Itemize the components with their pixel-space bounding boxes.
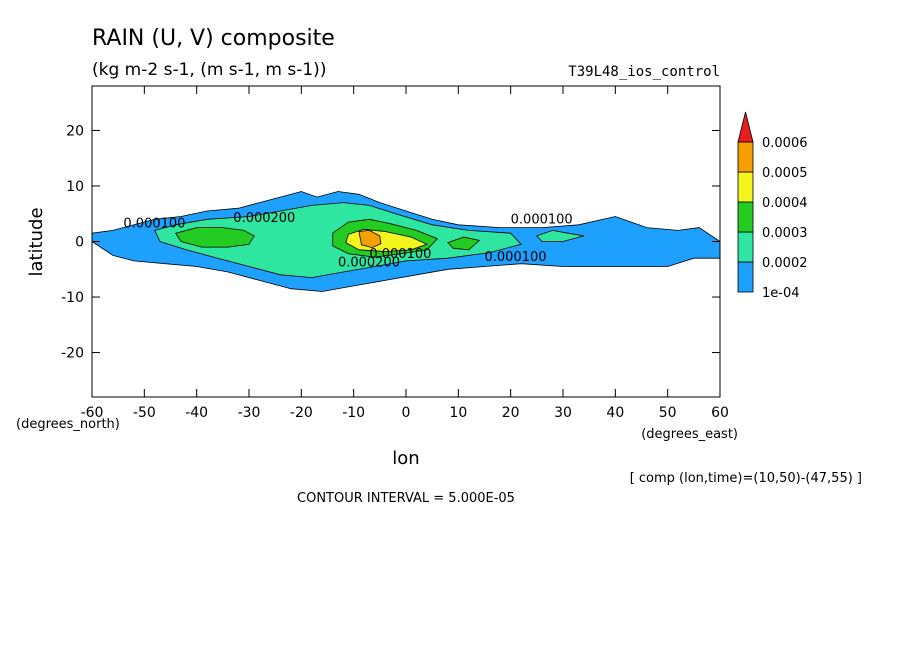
x-tick-label: 20 (502, 405, 520, 421)
x-tick-label: -30 (238, 405, 261, 421)
legend-swatch-2 (737, 201, 754, 233)
x-tick-label: -50 (133, 405, 156, 421)
contour-label-3: 0.000200 (338, 255, 400, 270)
legend-swatch-3 (737, 171, 754, 203)
legend-label-3: 0.0004 (762, 196, 808, 211)
y-tick-label: 10 (66, 179, 84, 195)
contour-label-1: 0.000200 (233, 211, 295, 226)
x-tick-label: -20 (290, 405, 313, 421)
contour-region-7 (358, 229, 382, 249)
color-legend: 1e-04 0.0002 0.0003 0.0004 0.0005 0.0006 (737, 111, 808, 301)
chart-subtitle: (kg m-2 s-1, (m s-1, m s-1)) (92, 60, 326, 80)
legend-swatch-0 (737, 261, 754, 293)
composite-range-label: [ comp (lon,time)=(10,50)-(47,55) ] (630, 471, 862, 486)
legend-swatch-1 (737, 231, 754, 263)
contour-label-4: 0.000100 (369, 247, 431, 262)
contour-regions (91, 191, 721, 292)
legend-label-0: 1e-04 (762, 286, 800, 301)
contour-labels: 0.000100 0.000200 0.0001000.0002000.000100… (123, 211, 572, 270)
legend-label-5: 0.0006 (762, 136, 808, 151)
x-axis: -60 -50 -40 -30 -20 -10 0 10 20 30 40 50 60 (81, 86, 729, 421)
y-axis-unit: (degrees_north) (16, 417, 120, 432)
x-tick-label: 40 (606, 405, 624, 421)
x-tick-label: 10 (449, 405, 467, 421)
x-tick-label: -40 (185, 405, 208, 421)
contour-region-3 (175, 227, 255, 248)
contour-interval-label: CONTOUR INTERVAL = 5.000E-05 (297, 491, 515, 506)
legend-label-1: 0.0002 (762, 256, 808, 271)
x-tick-label: 50 (659, 405, 677, 421)
x-axis-unit: (degrees_east) (641, 427, 738, 442)
x-tick-label: 30 (554, 405, 572, 421)
contour-label-5: 0.000100 (485, 250, 547, 265)
legend-swatch-4 (737, 141, 754, 173)
y-tick-label: 0 (75, 235, 84, 251)
legend-label-4: 0.0005 (762, 166, 808, 181)
y-tick-label: -20 (61, 346, 84, 362)
legend-label-2: 0.0003 (762, 226, 808, 241)
chart-title: RAIN (U, V) composite (92, 26, 335, 51)
contour-label-2: 0.000100 (511, 213, 573, 228)
contour-label-0: 0.000100 (123, 217, 185, 232)
x-tick-label: 60 (711, 405, 729, 421)
x-axis-title: lon (392, 448, 419, 469)
contour-region-5 (447, 236, 481, 251)
y-axis-title: latitude (26, 207, 47, 276)
y-axis: -20 -10 0 10 20 (61, 123, 720, 362)
y-tick-label: -10 (61, 290, 84, 306)
run-label: T39L48_ios_control (568, 64, 720, 80)
x-tick-label: -10 (342, 405, 365, 421)
legend-swatch-5 (737, 111, 754, 143)
x-tick-label: 0 (402, 405, 411, 421)
contour-region-2 (536, 229, 585, 242)
plot-area: 0.000100 0.000200 0.0001000.0002000.000100… (91, 85, 721, 398)
x-tick-label: -60 (81, 405, 104, 421)
y-tick-label: 20 (66, 123, 84, 139)
